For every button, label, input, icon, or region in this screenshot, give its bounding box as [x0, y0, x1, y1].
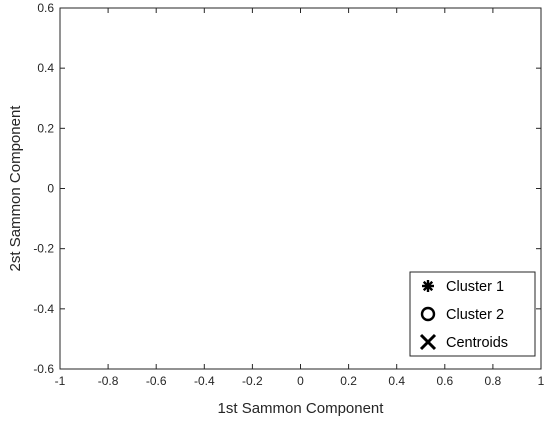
x-tick-label: 0.6 [436, 374, 453, 388]
legend-entry-0: Cluster 1 [446, 279, 504, 295]
x-tick-label: -0.2 [242, 374, 263, 388]
y-tick-label: 0.4 [37, 61, 54, 75]
y-axis-label: 2st Sammon Component [7, 105, 24, 272]
x-tick-label: 1 [538, 374, 545, 388]
x-tick-label: 0.4 [388, 374, 405, 388]
y-tick-label: -0.2 [33, 242, 54, 256]
x-tick-label: -0.8 [98, 374, 119, 388]
x-tick-label: -1 [55, 374, 66, 388]
legend-entry-1: Cluster 2 [446, 307, 504, 323]
y-tick-label: -0.4 [33, 302, 54, 316]
y-tick-label: 0.6 [37, 1, 54, 15]
x-tick-label: -0.6 [146, 374, 167, 388]
legend-marker-2 [419, 333, 437, 351]
y-tick-label: 0.2 [37, 121, 54, 135]
x-tick-label: -0.4 [194, 374, 215, 388]
x-axis-label: 1st Sammon Component [218, 400, 385, 417]
y-tick-label: -0.6 [33, 362, 54, 376]
x-tick-label: 0.2 [340, 374, 357, 388]
x-tick-label: 0 [297, 374, 304, 388]
legend-marker-1 [420, 306, 436, 322]
y-tick-label: 0 [47, 182, 54, 196]
legend-marker-0 [422, 280, 434, 292]
legend: Cluster 1 Cluster 2 Centroids [409, 271, 536, 357]
x-tick-label: 0.8 [485, 374, 502, 388]
legend-entry-2: Centroids [446, 335, 508, 351]
